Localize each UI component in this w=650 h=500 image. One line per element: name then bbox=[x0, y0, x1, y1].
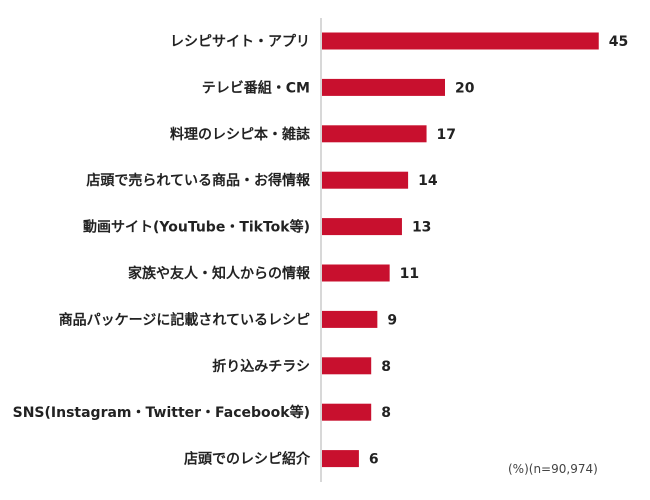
value-label: 6 bbox=[369, 452, 379, 468]
bar bbox=[322, 357, 372, 375]
value-label: 9 bbox=[387, 312, 397, 328]
value-label: 13 bbox=[412, 220, 431, 236]
value-label: 8 bbox=[381, 405, 391, 421]
bar bbox=[322, 310, 378, 328]
category-label: 折り込みチラシ bbox=[212, 358, 310, 375]
category-label: SNS(Instagram・Twitter・Facebook等) bbox=[13, 404, 310, 421]
value-label: 45 bbox=[609, 34, 628, 50]
category-label: レシピサイト・アプリ bbox=[170, 34, 310, 50]
category-label: 家族や友人・知人からの情報 bbox=[128, 265, 311, 282]
bar bbox=[322, 171, 409, 189]
value-label: 11 bbox=[400, 266, 419, 282]
category-label: 店頭で売られている商品・お得情報 bbox=[86, 172, 311, 189]
value-label: 17 bbox=[437, 127, 456, 143]
bar bbox=[322, 403, 372, 421]
bar bbox=[322, 78, 445, 96]
category-label: 店頭でのレシピ紹介 bbox=[184, 451, 311, 468]
value-label: 8 bbox=[381, 359, 391, 375]
bar bbox=[322, 125, 427, 143]
value-label: 20 bbox=[455, 80, 475, 96]
category-label: テレビ番組・CM bbox=[202, 79, 310, 96]
category-label: 料理のレシピ本・雑誌 bbox=[170, 126, 310, 143]
bar bbox=[322, 218, 402, 236]
category-label: 商品パッケージに記載されているレシピ bbox=[59, 311, 310, 328]
bar-rows: レシピサイト・アプリ 45 テレビ番組・CM 20 料理のレシピ本・雑誌 17 店頭で売られ… bbox=[13, 32, 628, 468]
bar bbox=[322, 450, 359, 468]
chart-footnote: (%)(n=90,974) bbox=[508, 462, 598, 476]
bar bbox=[322, 32, 599, 50]
category-label: 動画サイト(YouTube・TikTok等) bbox=[83, 219, 310, 236]
value-label: 14 bbox=[418, 173, 438, 189]
bar bbox=[322, 264, 390, 282]
